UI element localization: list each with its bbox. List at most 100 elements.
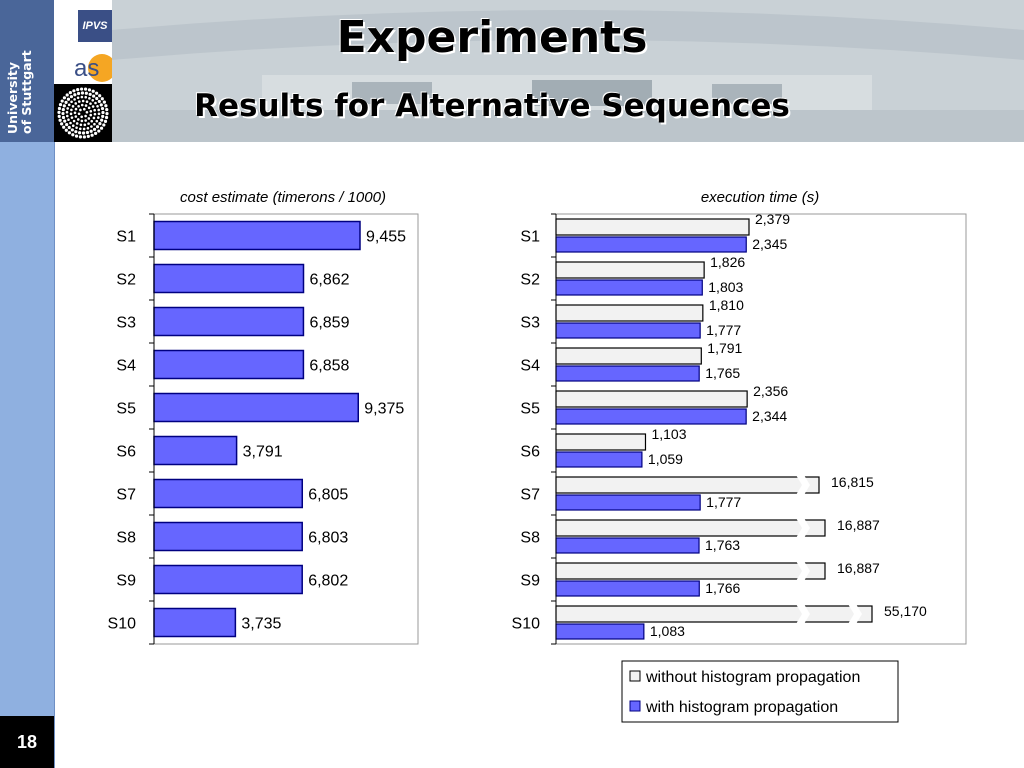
right-bar-without [555, 218, 750, 236]
right-bar-without [555, 519, 826, 537]
left-bar [153, 306, 305, 337]
left-category-label: S3 [116, 315, 136, 332]
left-category-label: S8 [116, 530, 136, 547]
right-value-label-with: 1,765 [705, 365, 740, 381]
page-title: Experiments [336, 12, 648, 63]
legend-swatch-with [629, 700, 641, 712]
left-value-label: 6,859 [309, 315, 349, 332]
left-bar [153, 521, 303, 552]
right-value-label-without: 16,887 [837, 517, 880, 533]
ipvs-logo: IPVS [78, 10, 112, 42]
axis-break-marker [796, 561, 810, 581]
axis-break-marker [848, 604, 862, 624]
right-bar-without [555, 476, 820, 494]
right-bar-with [555, 623, 645, 640]
axis-break-marker [796, 604, 810, 624]
left-value-label: 3,735 [241, 616, 281, 633]
right-value-label-with: 1,766 [705, 580, 740, 596]
right-category-label: S3 [520, 315, 540, 332]
left-category-label: S2 [116, 272, 136, 289]
right-bar-without [555, 433, 647, 451]
right-chart-title: execution time (s) [701, 189, 819, 206]
right-value-label-with: 1,763 [705, 537, 740, 553]
left-value-label: 6,805 [308, 487, 348, 504]
right-category-label: S7 [520, 487, 540, 504]
right-bar-without [555, 347, 702, 365]
right-value-label-without: 55,170 [884, 603, 927, 619]
right-value-label-with: 1,803 [708, 279, 743, 295]
left-value-label: 6,802 [308, 573, 348, 590]
right-value-label-with: 1,083 [650, 623, 685, 639]
right-value-label-without: 16,887 [837, 560, 880, 576]
right-bar-with [555, 322, 701, 339]
left-category-label: S4 [116, 358, 136, 375]
university-logo: University of Stuttgart [0, 0, 54, 142]
right-value-label-with: 1,777 [706, 494, 741, 510]
right-category-label: S9 [520, 573, 540, 590]
university-star-logo [54, 84, 112, 142]
right-value-label-without: 16,815 [831, 474, 874, 490]
left-bar [153, 478, 304, 509]
left-bar [153, 435, 238, 466]
right-bar-with [555, 279, 703, 296]
left-value-label: 9,455 [366, 229, 406, 246]
right-bar-with [555, 236, 747, 253]
right-category-label: S5 [520, 401, 540, 418]
left-category-label: S6 [116, 444, 136, 461]
right-bar-without [555, 605, 873, 623]
right-value-label-without: 1,826 [710, 254, 745, 270]
left-category-label: S10 [108, 616, 137, 633]
right-bar-with [555, 408, 747, 425]
legend-swatch-without [629, 670, 641, 682]
legend-label-without: without histogram propagation [645, 669, 860, 686]
left-bar [153, 392, 360, 423]
left-chart-title: cost estimate (timerons / 1000) [180, 189, 386, 206]
right-category-label: S8 [520, 530, 540, 547]
left-bar [153, 564, 303, 595]
right-category-label: S4 [520, 358, 540, 375]
right-bar-with [555, 537, 700, 554]
right-bar-with [555, 494, 701, 511]
right-value-label-without: 1,103 [651, 426, 686, 442]
legend-label-with: with histogram propagation [645, 699, 838, 716]
left-category-label: S7 [116, 487, 136, 504]
right-bar-with [555, 580, 700, 597]
left-value-label: 6,803 [308, 530, 348, 547]
right-value-label-with: 2,344 [752, 408, 787, 424]
left-value-label: 3,791 [243, 444, 283, 461]
left-category-label: S9 [116, 573, 136, 590]
left-bar [153, 263, 305, 294]
right-bar-without [555, 261, 705, 279]
right-bar-without [555, 390, 748, 408]
right-category-label: S1 [520, 229, 540, 246]
left-value-label: 6,858 [309, 358, 349, 375]
right-bar-without [555, 304, 704, 322]
left-value-label: 9,375 [364, 401, 404, 418]
left-value-label: 6,862 [310, 272, 350, 289]
right-category-label: S6 [520, 444, 540, 461]
right-value-label-without: 1,791 [707, 340, 742, 356]
axis-break-marker [796, 475, 810, 495]
legend-box [621, 660, 899, 723]
right-value-label-with: 1,777 [706, 322, 741, 338]
logo-column: IPVS as [54, 0, 116, 142]
banner-photo [112, 0, 1024, 142]
left-category-label: S5 [116, 401, 136, 418]
as-logo-text: as [74, 55, 99, 82]
right-value-label-without: 1,810 [709, 297, 744, 313]
page-subtitle: Results for Alternative Sequences [194, 88, 790, 124]
right-value-label-without: 2,356 [753, 383, 788, 399]
header-banner [112, 0, 1024, 142]
left-bar [153, 349, 305, 380]
right-bar-without [555, 562, 826, 580]
axis-break-marker [796, 518, 810, 538]
page-number: 18 [0, 716, 54, 768]
right-value-label-without: 2,379 [755, 211, 790, 227]
left-bar [153, 607, 237, 638]
right-bar-with [555, 451, 643, 468]
right-category-label: S2 [520, 272, 540, 289]
right-value-label-with: 2,345 [752, 236, 787, 252]
right-category-label: S10 [512, 616, 541, 633]
left-category-label: S1 [116, 229, 136, 246]
